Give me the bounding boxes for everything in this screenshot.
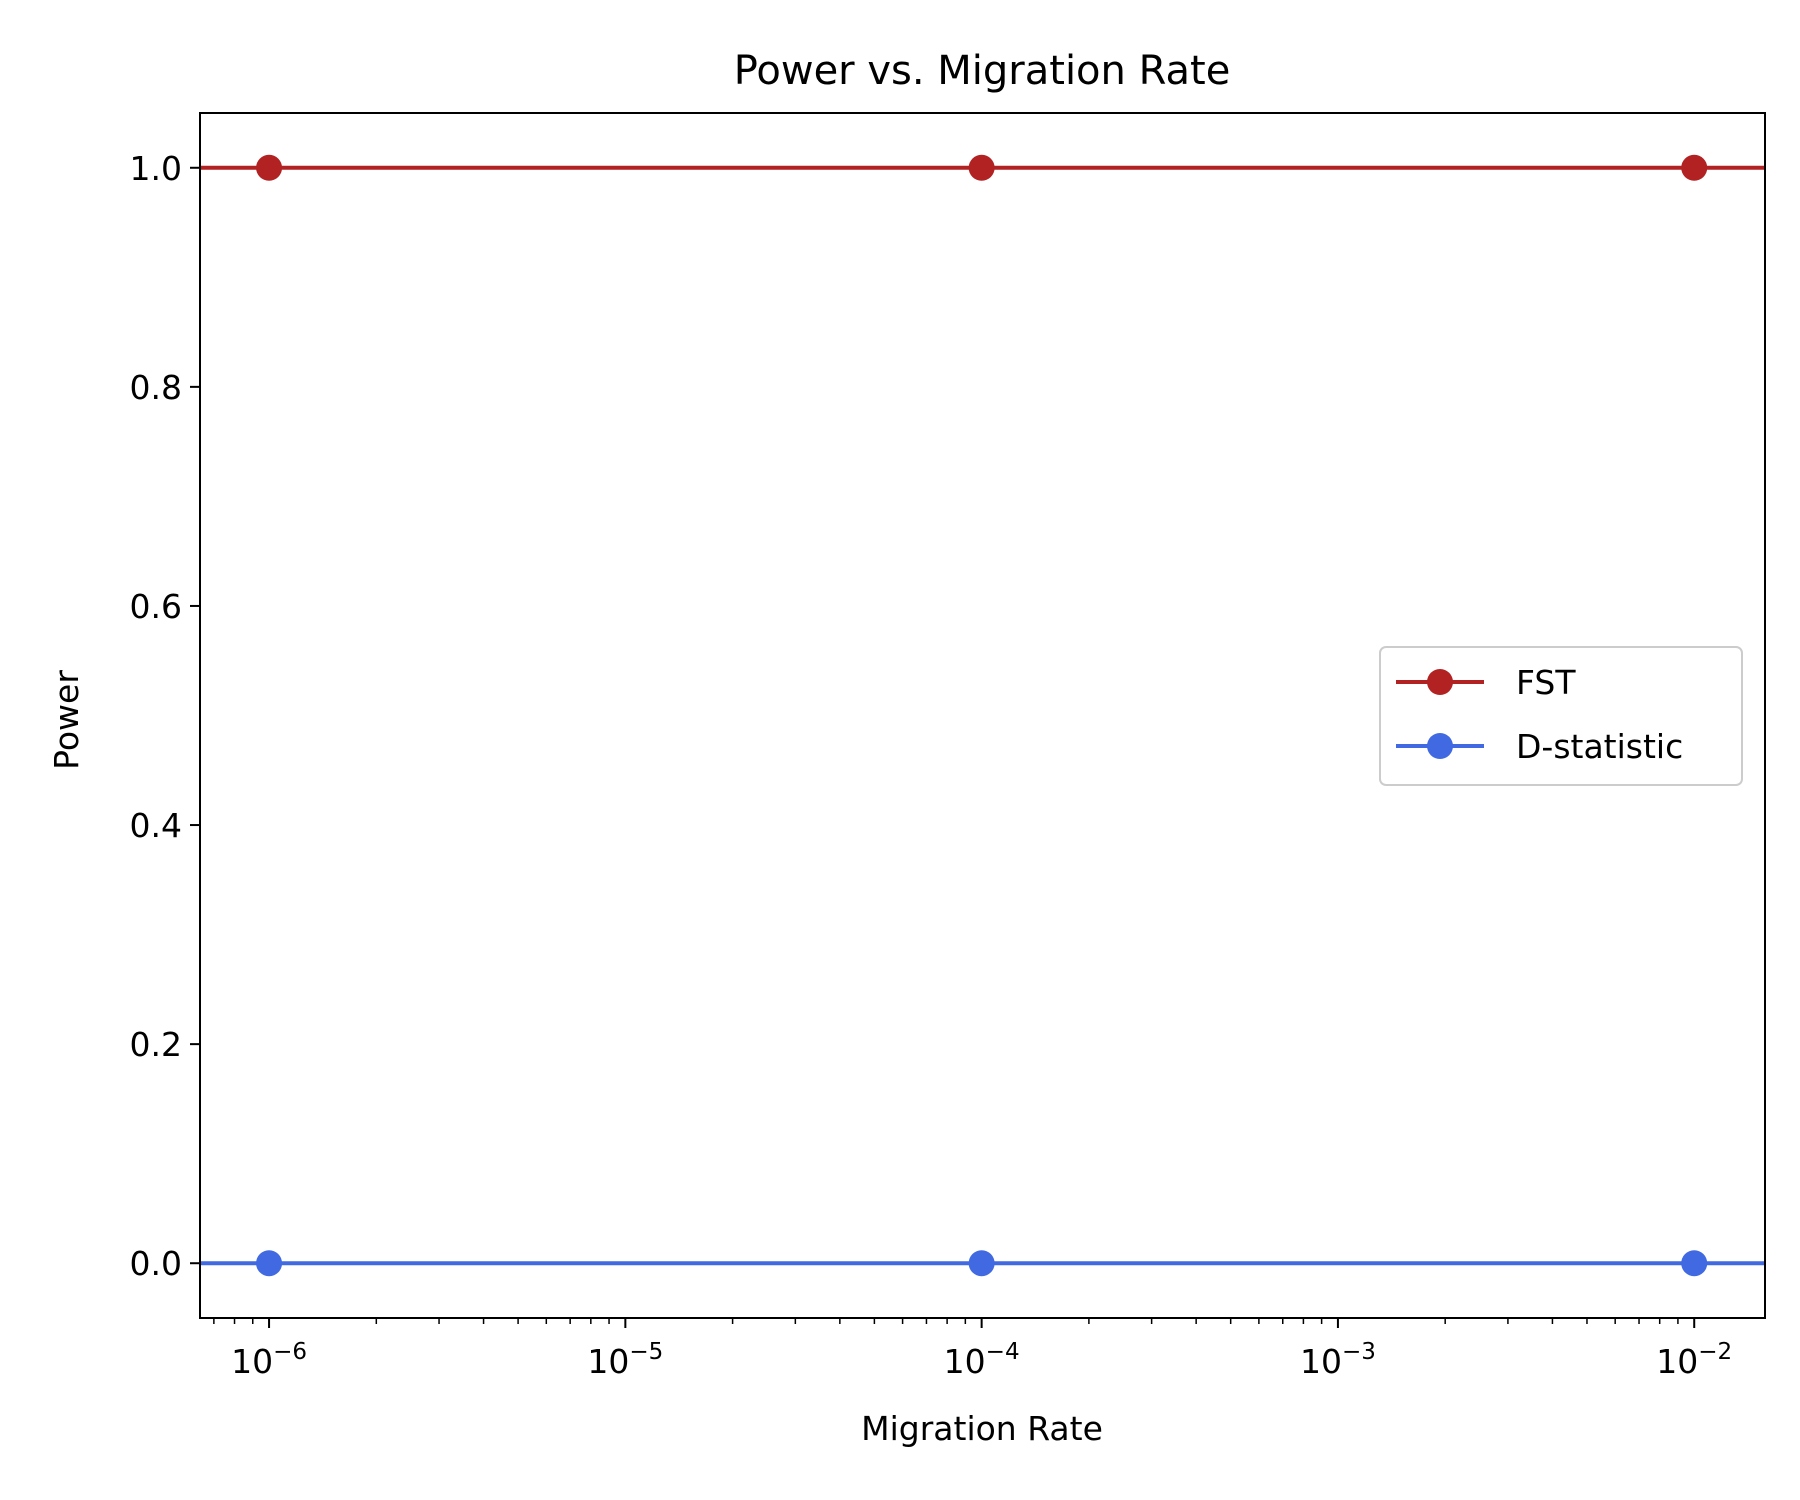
legend-marker [1427,733,1453,759]
data-point [968,154,995,181]
x-tick-exponent: −5 [629,1339,663,1365]
y-tick-label: 0.8 [130,368,182,407]
x-tick-exponent: −3 [1342,1339,1376,1365]
x-tick-label: 10−6 [231,1339,307,1381]
y-axis: 0.0 0.2 0.4 0.6 0.8 1.0 [130,149,200,1283]
x-tick-exponent: −4 [986,1339,1020,1365]
x-tick-exponent: −2 [1698,1339,1732,1365]
data-point [1681,1250,1708,1277]
data-point [256,1250,283,1277]
legend-label: D-statistic [1516,727,1683,766]
data-point [968,1250,995,1277]
x-tick-base: 10 [231,1342,273,1381]
legend-marker [1427,669,1453,695]
x-axis: 10−6 10−5 10−4 10−3 10−2 [213,1318,1732,1381]
y-tick-label: 0.0 [130,1244,182,1283]
series-layer [200,154,1765,1277]
x-tick-base: 10 [1656,1342,1698,1381]
x-axis-label: Migration Rate [861,1409,1103,1448]
chart-title: Power vs. Migration Rate [734,48,1231,94]
x-tick-label: 10−4 [944,1339,1020,1381]
x-tick-label: 10−2 [1656,1339,1732,1381]
y-tick-label: 0.6 [130,587,182,626]
y-tick-label: 0.2 [130,1025,182,1064]
data-point [1681,154,1708,181]
x-tick-label: 10−3 [1300,1339,1376,1381]
x-tick-exponent: −6 [273,1339,307,1365]
y-axis-label: Power [47,670,86,770]
x-tick-base: 10 [944,1342,986,1381]
y-tick-label: 0.4 [130,806,182,845]
legend: FST D-statistic [1379,646,1743,786]
data-point [256,154,283,181]
x-tick-label: 10−5 [587,1339,663,1381]
x-tick-base: 10 [1300,1342,1342,1381]
y-tick-label: 1.0 [130,149,182,188]
x-tick-base: 10 [587,1342,629,1381]
legend-label: FST [1516,663,1576,702]
